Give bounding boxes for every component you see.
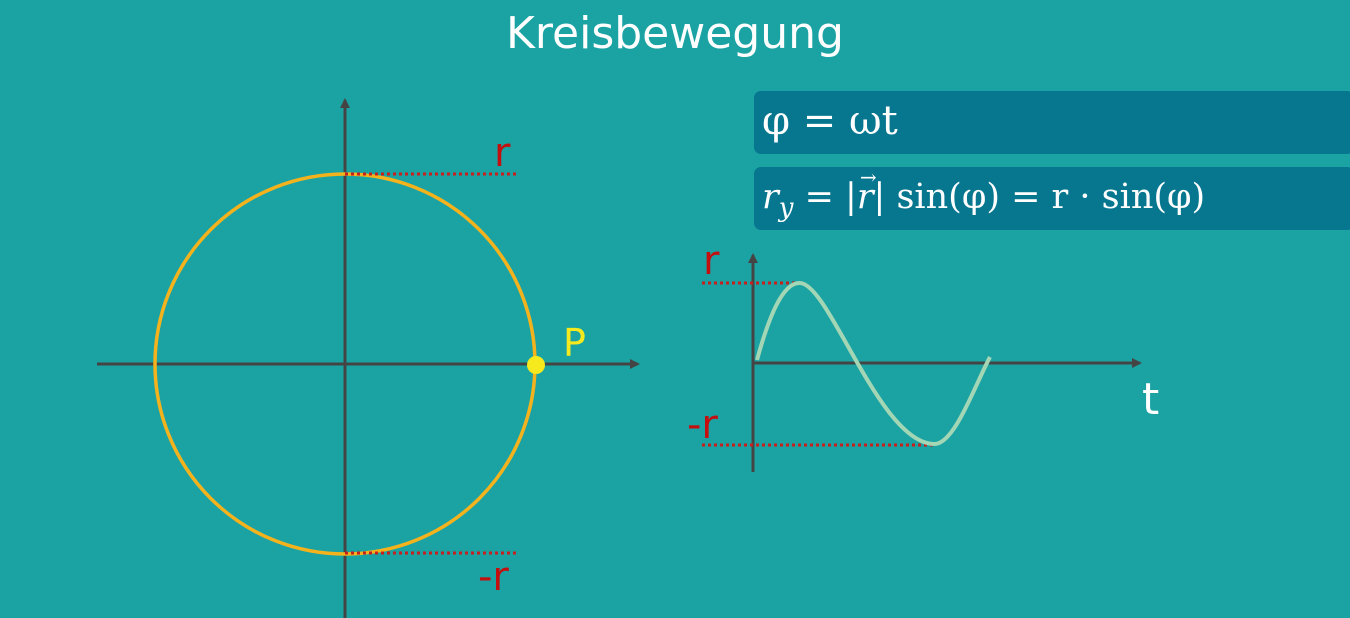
sine-diagram: r -r t bbox=[687, 238, 1159, 472]
point-p bbox=[527, 356, 545, 374]
sine-axis-label-t: t bbox=[1142, 374, 1159, 425]
circle-label-r: r bbox=[494, 130, 511, 176]
sine-label-r: r bbox=[703, 238, 720, 284]
formula-phi: φ bbox=[762, 98, 791, 144]
sine-curve bbox=[755, 280, 992, 447]
formula-phi-omega-t: φ = ωt bbox=[754, 91, 1350, 154]
formula-sin-part: | sin(φ) = r · sin(φ) bbox=[873, 177, 1206, 217]
point-p-label: P bbox=[563, 321, 586, 365]
formula-vector-r: r bbox=[857, 147, 876, 227]
page-title: Kreisbewegung bbox=[506, 8, 844, 59]
circle-label-minus-r: -r bbox=[478, 554, 509, 600]
sine-label-minus-r: -r bbox=[687, 402, 718, 448]
formula-eq-abs-open: = | bbox=[793, 177, 857, 217]
formula-r-y: ry = |r| sin(φ) = r · sin(φ) bbox=[754, 147, 1350, 230]
formula-omega-t: ωt bbox=[848, 98, 898, 144]
formula-subscript-y: y bbox=[778, 193, 794, 223]
formula-r: r bbox=[762, 177, 779, 217]
circle-diagram: r -r P bbox=[97, 98, 640, 618]
